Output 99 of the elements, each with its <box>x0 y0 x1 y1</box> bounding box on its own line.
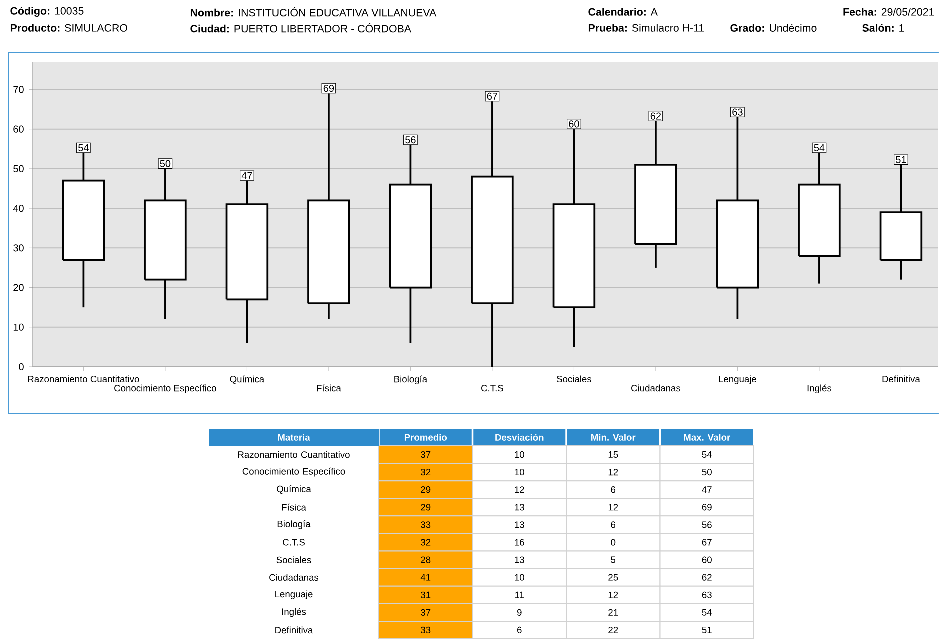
data-label: 29 <box>421 504 431 511</box>
y-tick-label: 70 <box>14 86 24 94</box>
y-axis-title: Materia <box>278 434 310 441</box>
data-label: 6 <box>611 486 616 494</box>
y-tick-label: 20 <box>14 284 24 292</box>
text: Nombre: INSTITUCIÓN EDUCATIVA VILLANUEVA <box>190 7 437 17</box>
data-label: 22 <box>608 626 618 634</box>
text: 50 <box>160 160 171 168</box>
y-tick-label: C.T.S <box>283 539 305 546</box>
text: Código: 10035 <box>10 6 84 18</box>
y-tick-label: Química <box>277 486 312 494</box>
text: Grado: Undécimo <box>730 24 817 32</box>
data-label: 67 <box>702 539 712 546</box>
y-tick-label: Inglés <box>282 608 306 618</box>
text: 62 <box>650 112 662 120</box>
text: Prueba: Simulacro H-11 <box>588 24 704 32</box>
y-tick-label: Conocimiento Específico <box>242 468 346 477</box>
data-label: 56 <box>702 522 712 528</box>
y-tick-label: Sociales <box>276 556 312 564</box>
y-tick-label: Definitiva <box>276 626 314 634</box>
data-label: 63 <box>702 592 712 598</box>
y-tick-label: 10 <box>14 324 24 331</box>
text: 54 <box>78 144 89 152</box>
data-label: 28 <box>421 556 431 564</box>
text: 67 <box>487 92 498 100</box>
text: 63 <box>732 108 743 116</box>
text: 56 <box>406 136 416 144</box>
x-tick-label: C.T.S <box>482 385 504 392</box>
data-label: 6 <box>518 626 522 634</box>
data-label: 69 <box>702 504 712 511</box>
data-label: 54 <box>702 609 712 616</box>
y-tick-label: 0 <box>19 363 24 371</box>
data-label: 5 <box>611 556 616 564</box>
data-label: 9 <box>517 609 522 616</box>
text: 47 <box>242 172 252 180</box>
data-label: 41 <box>420 574 431 581</box>
text: Calendario: A <box>588 8 658 16</box>
x-tick-label: Lenguaje <box>719 376 756 384</box>
data-label: 11 <box>515 592 524 598</box>
data-label: 37 <box>421 451 431 458</box>
data-label: 33 <box>421 522 431 528</box>
data-label: 12 <box>608 592 618 598</box>
y-tick-label: Ciudadanas <box>270 574 319 581</box>
data-label: 29 <box>421 486 431 494</box>
data-label: 54 <box>702 452 712 458</box>
data-label: 62 <box>702 574 712 581</box>
y-tick-label: Biología <box>278 520 311 530</box>
x-tick-label: Promedio <box>404 434 448 441</box>
x-tick-label: Definitiva <box>882 376 920 383</box>
data-label: 37 <box>421 609 431 616</box>
data-label: 12 <box>608 469 618 476</box>
data-label: 12 <box>515 486 524 494</box>
x-tick-label: Min. Valor <box>592 434 636 441</box>
x-tick-label: Razonamiento Cuantitativo <box>28 376 140 383</box>
x-tick-label: Sociales <box>556 376 592 383</box>
x-tick-label: Conocimiento Específico <box>114 384 216 394</box>
text: Ciudad: PUERTO LIBERTADOR - CÓRDOBA <box>190 23 412 33</box>
data-label: 25 <box>608 574 618 581</box>
data-label: 10 <box>515 469 524 476</box>
data-label: 12 <box>608 504 618 511</box>
x-tick-label: Biología <box>394 376 428 385</box>
data-label: 32 <box>421 539 431 546</box>
text: Fecha: 29/05/2021 <box>844 8 934 16</box>
data-label: 33 <box>421 626 431 634</box>
y-tick-label: Física <box>282 504 306 511</box>
y-tick-label: 40 <box>13 205 24 212</box>
data-label: 31 <box>421 592 431 598</box>
x-tick-label: Física <box>317 384 342 392</box>
data-label: 13 <box>515 504 524 511</box>
y-tick-label: 60 <box>14 126 24 133</box>
text: Producto: SIMULACRO <box>10 24 128 32</box>
data-label: 10 <box>515 451 524 458</box>
x-tick-label: Ciudadanas <box>632 384 681 392</box>
data-label: 60 <box>702 556 712 564</box>
y-tick-label: 30 <box>14 244 24 252</box>
x-tick-label: Inglés <box>808 384 832 394</box>
data-label: 51 <box>702 626 712 634</box>
y-tick-label: 50 <box>14 165 24 172</box>
x-tick-label: Desviación <box>496 434 544 441</box>
data-label: 13 <box>515 522 524 528</box>
x-tick-label: Max. Valor <box>684 434 731 441</box>
text: Salón: 1 <box>862 24 904 32</box>
data-label: 16 <box>515 539 524 546</box>
data-label: 32 <box>421 469 431 476</box>
data-label: 15 <box>608 452 618 458</box>
data-label: 10 <box>515 574 524 581</box>
data-label: 6 <box>611 522 616 528</box>
data-label: 50 <box>702 469 712 476</box>
text: 51 <box>896 156 906 164</box>
text: 69 <box>324 85 334 92</box>
data-label: 0 <box>611 539 616 546</box>
text: 54 <box>814 144 825 152</box>
y-tick-label: Razonamiento Cuantitativo <box>238 451 350 458</box>
data-label: 47 <box>702 486 712 494</box>
text: 60 <box>569 120 580 128</box>
data-label: 13 <box>515 556 524 564</box>
data-label: 21 <box>608 609 618 616</box>
x-tick-label: Química <box>230 376 265 384</box>
y-tick-label: Lenguaje <box>276 590 313 600</box>
